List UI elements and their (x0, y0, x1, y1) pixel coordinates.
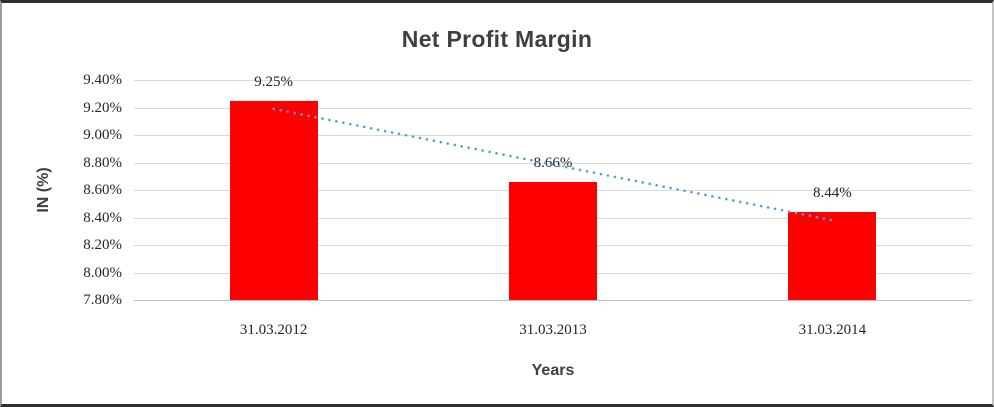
plot-area: 9.25% 8.66% 8.44% (134, 74, 972, 301)
x-category-label: 31.03.2012 (239, 322, 308, 338)
gridline (134, 80, 972, 81)
x-category-label: 31.03.2014 (798, 322, 867, 338)
chart-title: Net Profit Margin (401, 26, 593, 52)
bar-data-label: 9.25% (254, 73, 294, 90)
y-axis-tick-label: 8.80% (83, 154, 122, 171)
x-category-labels: 31.03.2012 31.03.2013 31.03.2014 (134, 322, 972, 342)
y-axis-tick-label: 9.40% (83, 72, 122, 88)
y-axis-tick-label: 9.20% (83, 99, 122, 116)
y-axis-tick-label: 7.80% (83, 292, 122, 308)
y-axis-tick-label: 8.60% (83, 182, 122, 198)
bar-31.03.2014 (788, 212, 877, 300)
y-axis-tick-label: 8.40% (83, 209, 122, 226)
x-category-label: 31.03.2013 (519, 322, 587, 338)
y-axis-tick-label: 8.00% (83, 264, 122, 281)
y-axis-tick-label: 8.20% (83, 237, 122, 253)
x-axis-title: Years (531, 362, 575, 379)
y-axis-tick-label: 9.00% (83, 127, 122, 143)
y-tick-labels: 9.40% 9.20% 9.00% 8.80% 8.60% 8.40% 8.20% 8.00%… (2, 72, 122, 308)
gridline (134, 300, 972, 301)
bar-31.03.2012 (229, 100, 318, 300)
bar-data-label: 8.44% (812, 185, 852, 201)
bar-data-label: 8.66% (533, 154, 573, 171)
bar-31.03.2013 (509, 181, 597, 300)
